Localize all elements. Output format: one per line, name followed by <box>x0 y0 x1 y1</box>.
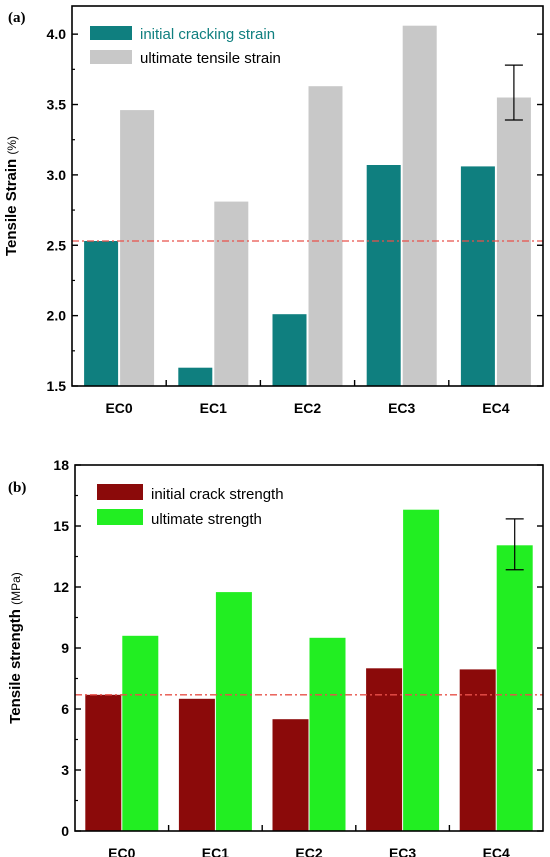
bar-ec3-series-1 <box>366 668 403 831</box>
bar-ec1-series-2 <box>214 201 249 386</box>
y-axis-title: Tensile strength (MPa) <box>7 572 24 724</box>
x-tick-label: EC4 <box>483 845 510 857</box>
bar-ec1-series-2 <box>215 592 252 831</box>
bar-ec4-series-2 <box>496 97 531 386</box>
y-tick-label: 2.5 <box>47 237 67 253</box>
bar-ec0-series-2 <box>120 110 155 386</box>
chart-panel-a: 1.5 2.0 2.5 3.0 3.5 4.0 EC0 EC1 EC2 EC3 EC4 Tensile… <box>3 5 544 416</box>
y-tick-label: 2.0 <box>47 308 67 324</box>
bar-ec4-series-1 <box>459 669 496 831</box>
y-tick-label: 1.5 <box>47 378 67 394</box>
y-tick-label: 4.0 <box>47 26 67 42</box>
x-tick-label: EC2 <box>294 400 321 416</box>
bar-ec3-series-1 <box>366 165 401 386</box>
plot-frame <box>71 5 544 387</box>
x-tick-label: EC1 <box>202 845 229 857</box>
bar-ec1-series-1 <box>178 698 215 831</box>
chart-panel-b: 0 3 6 9 12 15 18 EC0 EC1 EC2 EC3 EC4 Tensile strengt… <box>7 457 544 857</box>
error-bar <box>505 518 524 571</box>
y-tick-label: 15 <box>53 518 69 534</box>
y-tick-label: 12 <box>53 579 69 595</box>
error-bar <box>504 64 523 121</box>
x-tick-label: EC2 <box>295 845 322 857</box>
y-tick-label: 9 <box>61 640 69 656</box>
bar-ec4-series-1 <box>460 166 495 386</box>
legend-swatch <box>90 50 132 64</box>
bar-ec0-series-1 <box>85 694 122 831</box>
x-tick-label: EC1 <box>200 400 227 416</box>
bar-ec0-series-2 <box>122 635 159 831</box>
y-tick-label: 18 <box>53 457 69 473</box>
bar-ec2-series-1 <box>272 719 309 831</box>
legend-swatch <box>97 484 143 500</box>
x-tick-label: EC4 <box>482 400 509 416</box>
bar-ec4-series-2 <box>496 545 533 831</box>
bar-ec1-series-1 <box>178 367 213 386</box>
panel-label: (a) <box>8 10 26 26</box>
x-tick-label: EC0 <box>108 845 135 857</box>
y-axis-title: Tensile Strain (%) <box>3 136 20 256</box>
bar-ec0-series-1 <box>84 241 119 386</box>
legend-label: ultimate tensile strain <box>140 50 281 67</box>
legend: initial cracking strain ultimate tensile … <box>90 26 281 67</box>
y-tick-label: 3 <box>61 762 69 778</box>
bar-ec2-series-1 <box>272 314 307 386</box>
legend-swatch <box>97 509 143 525</box>
bar-ec3-series-2 <box>402 25 437 386</box>
x-tick-label: EC3 <box>389 845 416 857</box>
bar-ec3-series-2 <box>403 509 440 831</box>
legend: initial crack strength ultimate strength <box>97 484 284 528</box>
x-tick-label: EC3 <box>388 400 415 416</box>
legend-label: initial cracking strain <box>140 26 275 43</box>
x-tick-label: EC0 <box>105 400 132 416</box>
legend-label: initial crack strength <box>151 486 284 503</box>
legend-label: ultimate strength <box>151 511 262 528</box>
legend-swatch <box>90 26 132 40</box>
y-tick-label: 3.5 <box>47 97 67 113</box>
bar-ec2-series-2 <box>308 86 343 386</box>
y-tick-label: 0 <box>61 823 69 839</box>
y-tick-label: 6 <box>61 701 69 717</box>
bar-ec2-series-2 <box>309 637 346 831</box>
y-tick-label: 3.0 <box>47 167 67 183</box>
panel-label: (b) <box>8 480 26 496</box>
